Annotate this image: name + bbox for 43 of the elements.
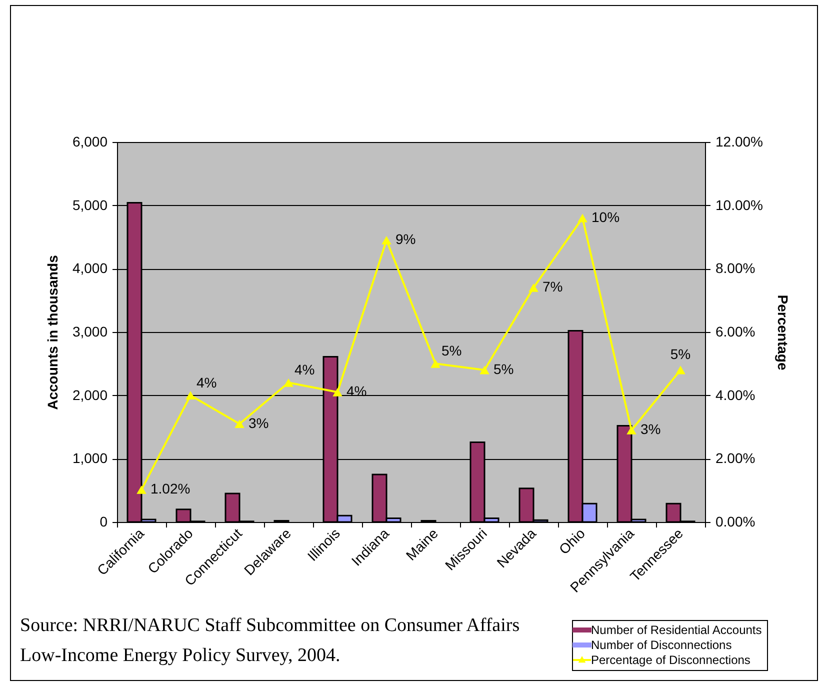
point bbox=[382, 236, 392, 244]
data-label: 10% bbox=[592, 209, 620, 225]
y2-tick-label: 12.00% bbox=[716, 134, 763, 150]
point bbox=[430, 359, 440, 368]
y2-tick-label: 6.00% bbox=[716, 324, 756, 340]
legend-label: Number of Residential Accounts bbox=[591, 623, 762, 637]
data-label: 3% bbox=[248, 414, 269, 431]
point bbox=[284, 378, 294, 387]
source-note: Source: NRRI/NARUC Staff Subcommittee on Consumer Affairs Low-Income Energy Policy Survey, 2004. bbox=[20, 614, 521, 668]
data-label: 7% bbox=[542, 278, 563, 295]
point bbox=[234, 420, 244, 428]
y-tick-label: 1,000 bbox=[72, 450, 108, 466]
point bbox=[676, 366, 686, 374]
data-label: 3% bbox=[640, 421, 661, 438]
y-tick-label: 0 bbox=[100, 514, 108, 530]
data-label: 4% bbox=[294, 362, 315, 378]
point bbox=[626, 426, 636, 434]
y2-tick-label: 2.00% bbox=[716, 450, 756, 466]
point bbox=[332, 388, 342, 396]
y2-tick-label: 0.00% bbox=[716, 514, 756, 530]
data-label: 5% bbox=[670, 346, 691, 362]
legend-label: Number of Disconnections bbox=[591, 638, 732, 652]
y-tick-label: 2,000 bbox=[72, 386, 108, 403]
legend-label: Percentage of Disconnections bbox=[591, 653, 750, 667]
y-tick-label: 3,000 bbox=[72, 324, 108, 340]
point bbox=[528, 283, 538, 292]
data-label: 1.02% bbox=[150, 480, 190, 497]
point bbox=[186, 391, 196, 400]
y2-tick-label: 4.00% bbox=[716, 386, 756, 403]
data-label: 4% bbox=[196, 374, 217, 390]
y2-tick-label: 8.00% bbox=[716, 260, 756, 276]
data-label: 5% bbox=[442, 342, 462, 359]
y-axis-title: Accounts in thousands bbox=[44, 254, 60, 410]
y-tick-label: 5,000 bbox=[72, 196, 108, 213]
point bbox=[480, 366, 490, 374]
y2-tick-label: 10.00% bbox=[716, 196, 763, 213]
y-tick-label: 6,000 bbox=[72, 134, 108, 150]
point bbox=[578, 214, 588, 222]
y2-axis-title: Percentage bbox=[774, 294, 791, 370]
point bbox=[136, 485, 146, 494]
data-label: 9% bbox=[396, 231, 416, 248]
y-tick-label: 4,000 bbox=[72, 260, 108, 276]
data-label: 5% bbox=[494, 361, 514, 377]
